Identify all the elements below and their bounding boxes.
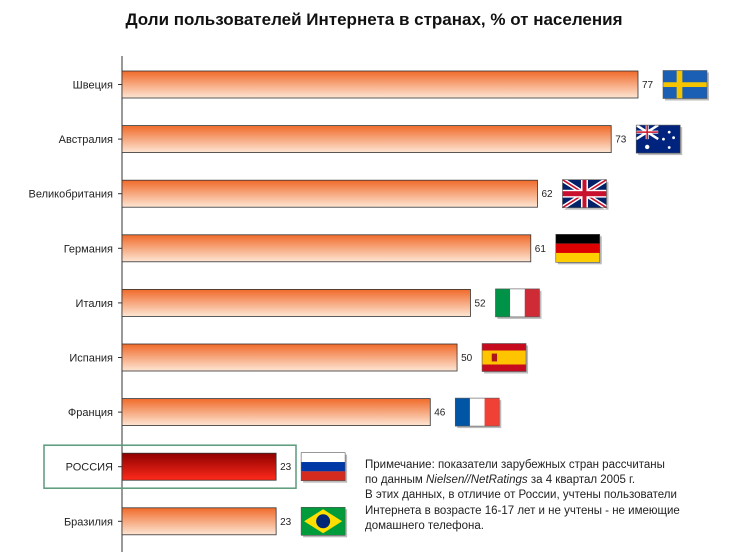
chart-title: Доли пользователей Интернета в странах, … (125, 10, 623, 29)
value-label: 73 (615, 135, 627, 146)
spain-flag (481, 343, 529, 374)
note-line-2-suffix: за 4 квартал 2005 г. (527, 474, 636, 487)
bar (121, 125, 612, 153)
category-label: РОССИЯ (66, 462, 113, 474)
footnote: Примечание: показатели зарубежных стран … (365, 458, 705, 534)
note-line-4: Интернета в возрасте 16-17 лет и не учте… (365, 504, 680, 517)
value-label: 61 (535, 244, 547, 255)
bar (121, 507, 277, 536)
category-label: Великобритания (29, 189, 114, 201)
category-label: Франция (68, 407, 113, 419)
australia-flag (635, 124, 683, 156)
bar (121, 179, 538, 208)
category-label: Германия (64, 243, 113, 255)
note-line-2: по данным Nielsen//NetRatings за 4 кварт… (365, 473, 705, 488)
value-label: 50 (461, 353, 473, 364)
bar (121, 234, 532, 263)
highlight-box (43, 444, 297, 489)
value-label: 77 (642, 80, 654, 91)
france-flag (454, 397, 502, 429)
value-label: 52 (474, 298, 486, 309)
note-line-5: домашнего телефона. (365, 519, 484, 532)
italy-flag (495, 288, 542, 319)
russia-flag (300, 452, 348, 483)
bar (121, 343, 458, 372)
bar (121, 452, 277, 481)
value-label: 23 (280, 517, 292, 528)
note-source: Nielsen//NetRatings (426, 474, 528, 487)
bar (121, 398, 431, 427)
category-label: Бразилия (64, 516, 113, 528)
note-line-1: Примечание: показатели зарубежных стран … (365, 459, 665, 471)
category-label: Швеция (73, 80, 113, 92)
bar (121, 70, 639, 99)
brazil-flag (300, 506, 348, 538)
bar (121, 288, 471, 317)
value-label: 46 (434, 408, 446, 419)
category-label: Испания (69, 353, 113, 365)
sweden-flag (662, 70, 709, 101)
note-line-3: В этих данных, в отличие от России, учте… (365, 489, 677, 502)
uk-flag (561, 177, 609, 210)
category-label: Австралия (59, 134, 113, 146)
category-label: Италия (76, 298, 114, 310)
germany-flag (555, 234, 602, 265)
note-line-2-prefix: по данным (365, 474, 426, 487)
value-label: 62 (541, 189, 553, 200)
value-label: 23 (280, 462, 292, 473)
